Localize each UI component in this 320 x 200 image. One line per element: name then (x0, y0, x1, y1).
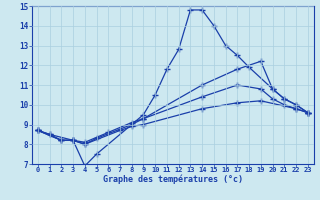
X-axis label: Graphe des températures (°c): Graphe des températures (°c) (103, 175, 243, 184)
